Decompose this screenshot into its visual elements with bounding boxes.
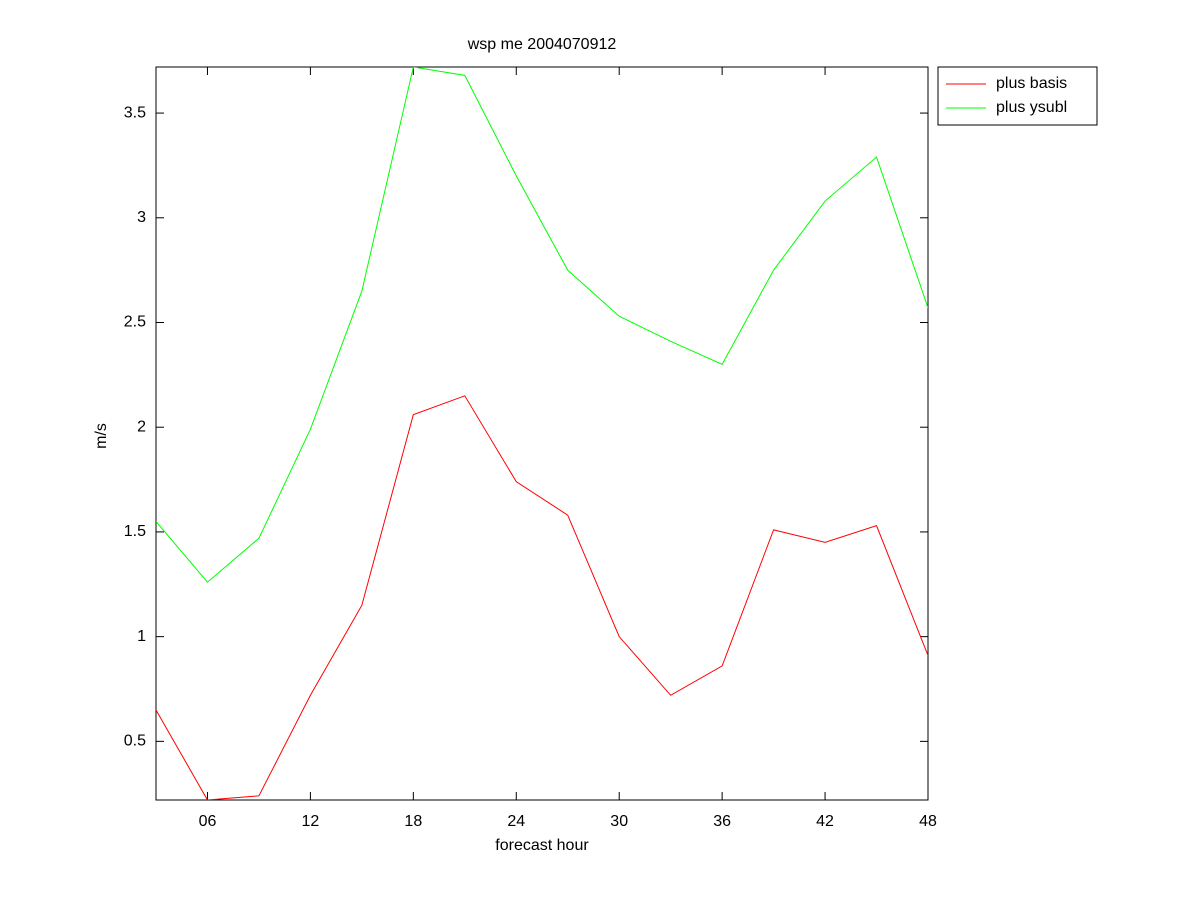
y-tick-label: 1	[137, 628, 146, 645]
x-tick-label: 06	[199, 813, 217, 830]
y-tick-label: 2.5	[124, 314, 146, 331]
y-tick-label: 2	[137, 418, 146, 435]
x-tick-label: 24	[507, 813, 525, 830]
y-tick-label: 1.5	[124, 523, 146, 540]
plot-frame	[155, 66, 929, 801]
legend-label: plus basis	[996, 75, 1067, 92]
x-tick-label: 30	[610, 813, 628, 830]
x-tick-label: 48	[919, 813, 937, 830]
data-line	[156, 395, 928, 800]
chart-title: wsp me 2004070912	[467, 36, 617, 53]
x-tick-label: 18	[404, 813, 422, 830]
legend-box	[937, 66, 1098, 126]
data-line	[156, 67, 928, 583]
legend: plus basis plus ysubl	[937, 66, 1098, 126]
x-axis-label: forecast hour	[495, 837, 589, 854]
y-tick-label: 0.5	[124, 733, 146, 750]
x-tick-label: 36	[713, 813, 731, 830]
legend-label: plus ysubl	[996, 99, 1067, 116]
y-tick-label: 3	[137, 209, 146, 226]
y-tick-label: 3.5	[124, 104, 146, 121]
x-tick-label: 12	[302, 813, 320, 830]
x-tick-label: 42	[816, 813, 834, 830]
y-axis-label: m/s	[93, 423, 110, 449]
